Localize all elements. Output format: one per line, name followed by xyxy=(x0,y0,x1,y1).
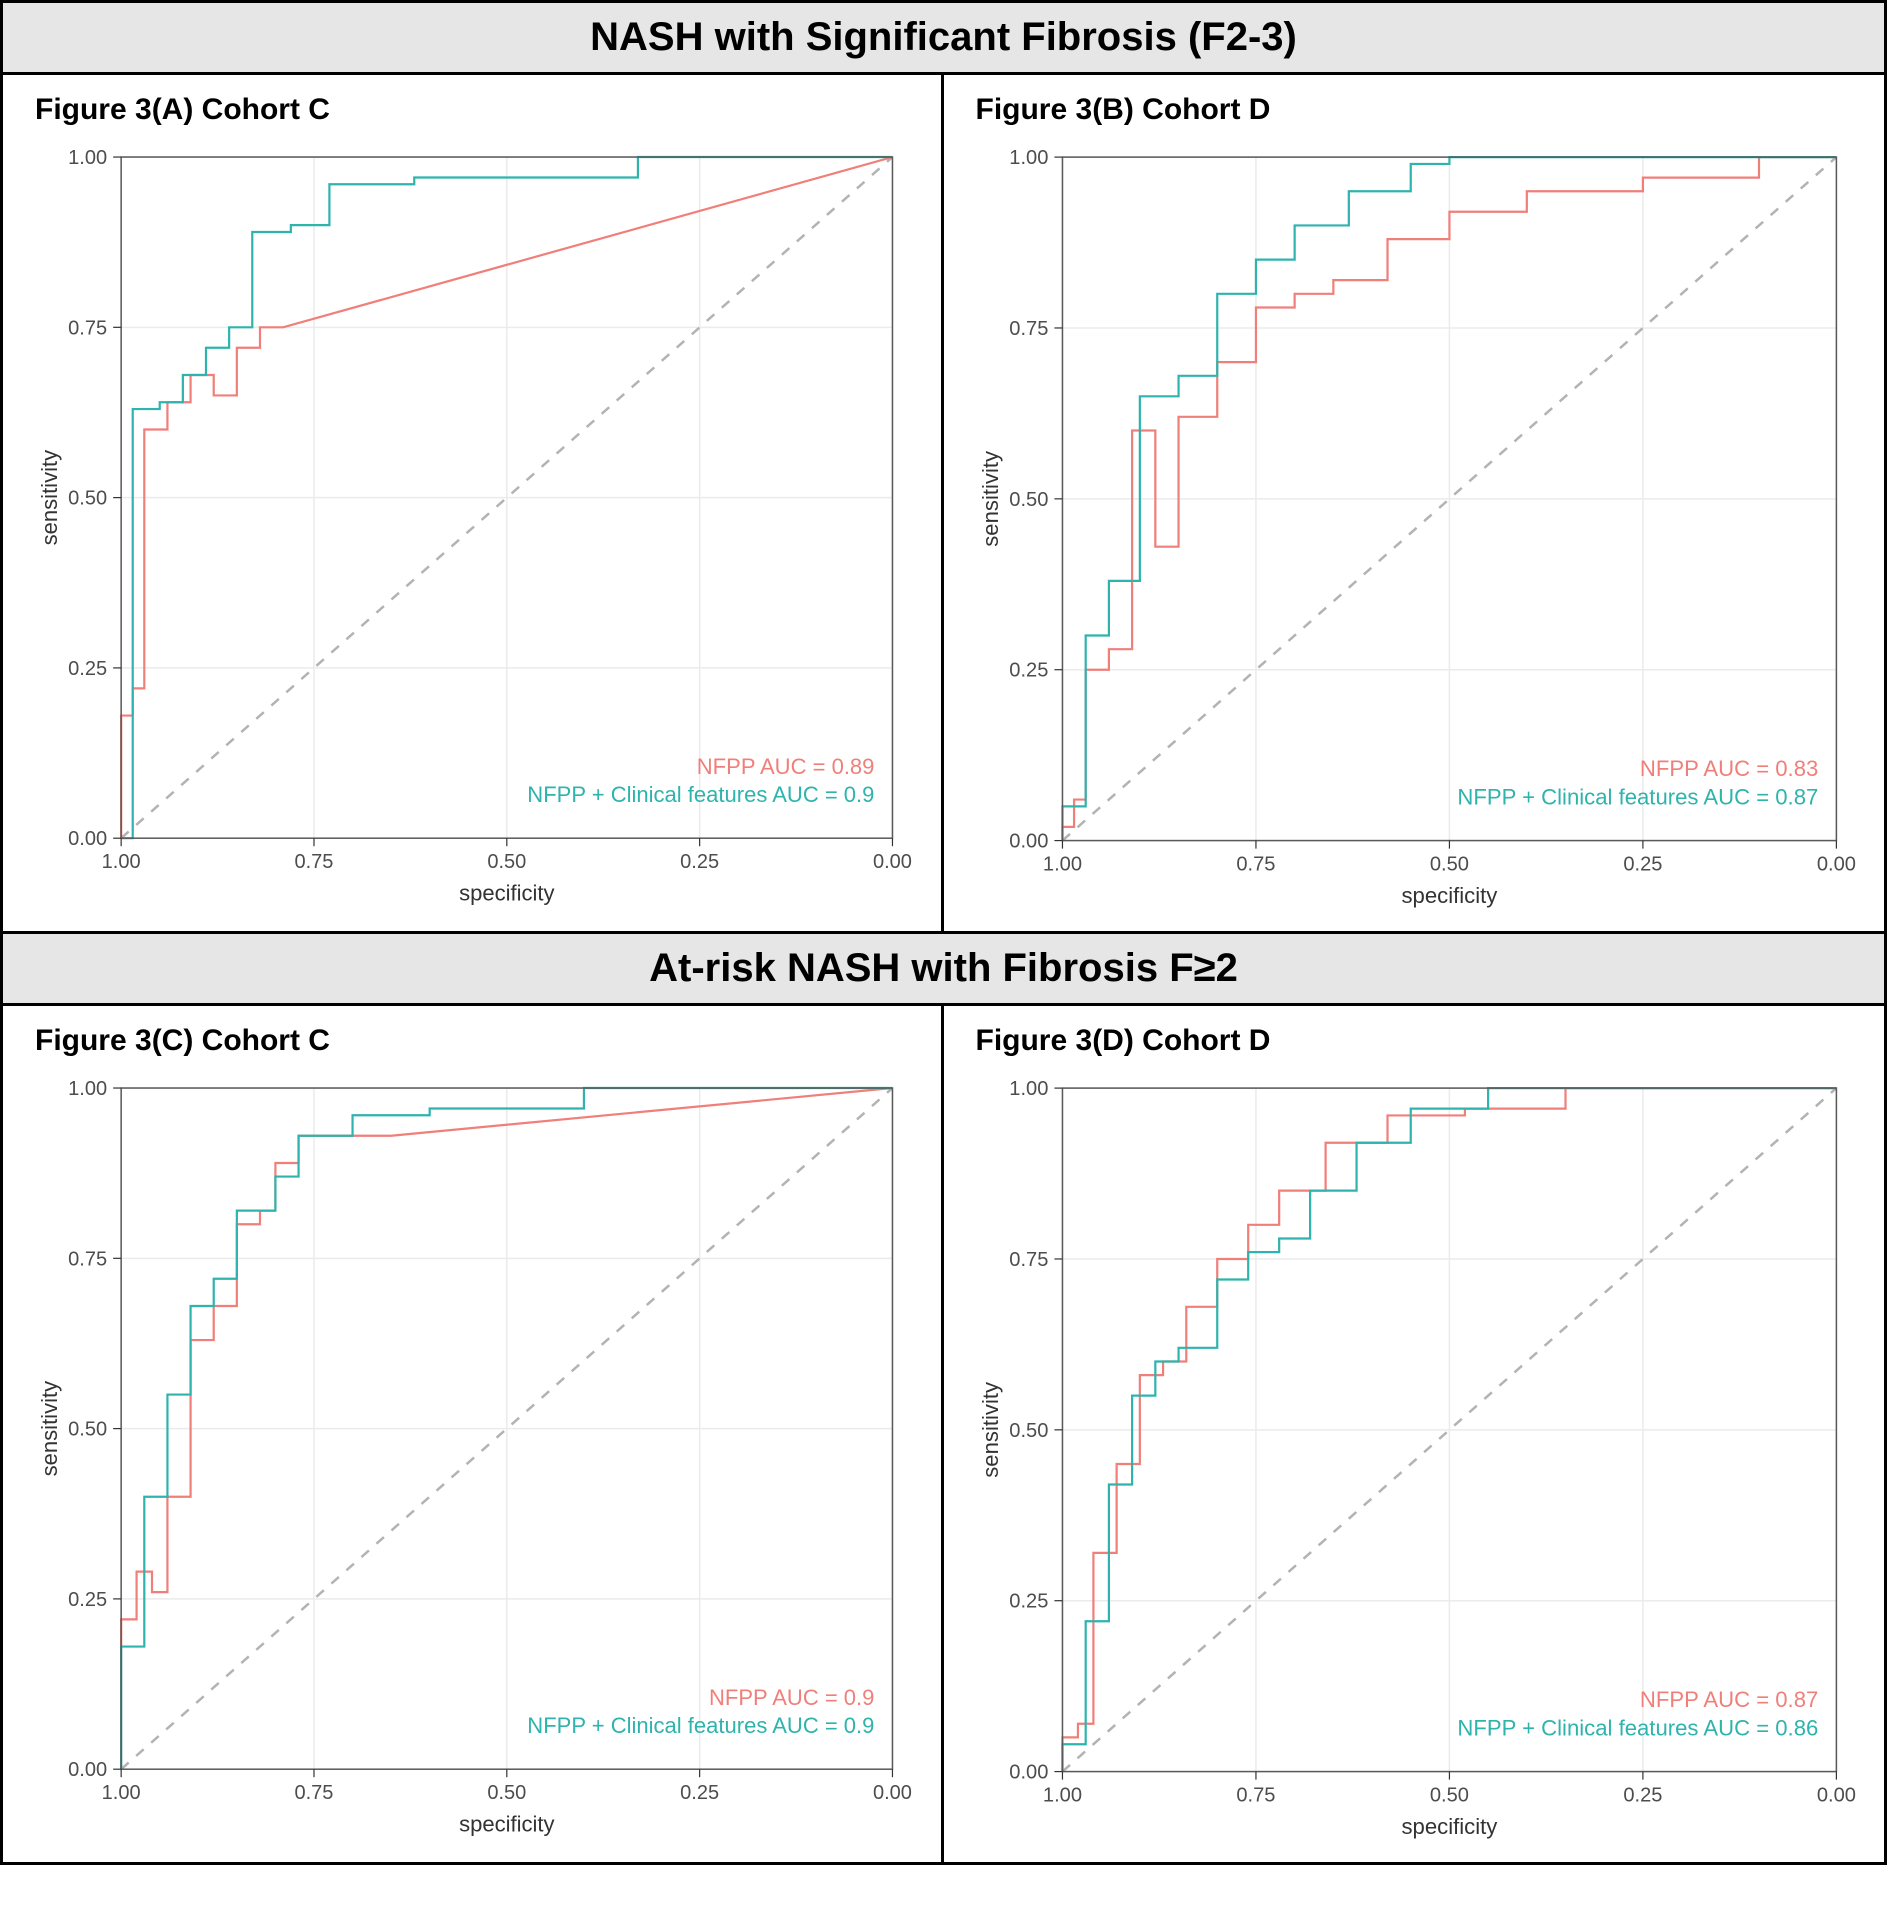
svg-text:1.00: 1.00 xyxy=(68,1078,107,1100)
svg-text:0.50: 0.50 xyxy=(68,1419,107,1441)
legend-nfpp_clin: NFPP + Clinical features AUC = 0.86 xyxy=(1457,1715,1818,1740)
svg-text:0.00: 0.00 xyxy=(1816,1785,1855,1807)
svg-text:0.25: 0.25 xyxy=(68,1589,107,1611)
panel-c: Figure 3(C) Cohort C 1.00 0.75 0.50 0.25 0.0… xyxy=(3,1006,944,1862)
svg-text:1.00: 1.00 xyxy=(1009,1078,1048,1100)
svg-text:0.00: 0.00 xyxy=(1009,1762,1048,1784)
legend-nfpp_clin: NFPP + Clinical features AUC = 0.9 xyxy=(527,782,874,807)
svg-text:0.75: 0.75 xyxy=(294,851,333,873)
panel-a: Figure 3(A) Cohort C 1.00 0.75 0.50 0.25 0.0… xyxy=(3,75,944,931)
svg-text:1.00: 1.00 xyxy=(102,851,141,873)
svg-text:0.75: 0.75 xyxy=(68,317,107,339)
svg-text:0.50: 0.50 xyxy=(68,488,107,510)
svg-text:0.50: 0.50 xyxy=(487,851,526,873)
x-axis-label: specificity xyxy=(459,1811,554,1836)
legend-nfpp_clin: NFPP + Clinical features AUC = 0.87 xyxy=(1457,784,1818,809)
legend-nfpp_clin: NFPP + Clinical features AUC = 0.9 xyxy=(527,1713,874,1738)
legend-nfpp: NFPP AUC = 0.87 xyxy=(1639,1687,1817,1712)
panel-d-chart: 1.00 0.75 0.50 0.25 0.00 0.00 0.25 0.50 0.75 1.00… xyxy=(972,1068,1857,1852)
legend-nfpp: NFPP AUC = 0.9 xyxy=(709,1685,874,1710)
svg-text:0.00: 0.00 xyxy=(1009,831,1048,853)
svg-text:1.00: 1.00 xyxy=(102,1782,141,1804)
legend-nfpp: NFPP AUC = 0.83 xyxy=(1639,756,1817,781)
svg-text:0.75: 0.75 xyxy=(1009,318,1048,340)
panel-d-title: Figure 3(D) Cohort D xyxy=(976,1024,1857,1058)
svg-text:0.25: 0.25 xyxy=(68,658,107,680)
figure-container: NASH with Significant Fibrosis (F2-3) Fi… xyxy=(0,0,1887,1865)
svg-text:0.75: 0.75 xyxy=(1236,1785,1275,1807)
svg-text:0.00: 0.00 xyxy=(68,828,107,850)
svg-text:0.00: 0.00 xyxy=(873,1782,912,1804)
svg-text:0.00: 0.00 xyxy=(873,851,912,873)
svg-text:0.25: 0.25 xyxy=(680,851,719,873)
svg-text:0.25: 0.25 xyxy=(1623,1785,1662,1807)
svg-text:0.75: 0.75 xyxy=(1236,854,1275,876)
x-axis-label: specificity xyxy=(459,880,554,905)
svg-text:0.00: 0.00 xyxy=(68,1759,107,1781)
svg-text:0.00: 0.00 xyxy=(1816,854,1855,876)
panel-a-title: Figure 3(A) Cohort C xyxy=(35,93,913,127)
y-axis-label: sensitivity xyxy=(978,1381,1003,1478)
x-axis-label: specificity xyxy=(1401,1814,1498,1839)
panel-c-title: Figure 3(C) Cohort C xyxy=(35,1024,913,1058)
svg-text:0.75: 0.75 xyxy=(294,1782,333,1804)
svg-text:0.50: 0.50 xyxy=(487,1782,526,1804)
panel-b: Figure 3(B) Cohort D 1.00 0.75 0.50 0.25 0.0… xyxy=(944,75,1885,931)
panel-b-title: Figure 3(B) Cohort D xyxy=(976,93,1857,127)
svg-text:0.50: 0.50 xyxy=(1429,1785,1468,1807)
svg-text:1.00: 1.00 xyxy=(68,147,107,169)
section-header-2: At-risk NASH with Fibrosis F≥2 xyxy=(3,931,1884,1006)
svg-text:0.75: 0.75 xyxy=(1009,1249,1048,1271)
svg-text:0.50: 0.50 xyxy=(1429,854,1468,876)
panel-row-1: Figure 3(A) Cohort C 1.00 0.75 0.50 0.25 0.0… xyxy=(3,75,1884,931)
svg-text:1.00: 1.00 xyxy=(1009,147,1048,169)
svg-text:1.00: 1.00 xyxy=(1042,854,1081,876)
svg-text:0.25: 0.25 xyxy=(1009,660,1048,682)
svg-text:0.50: 0.50 xyxy=(1009,1420,1048,1442)
svg-text:0.25: 0.25 xyxy=(1009,1591,1048,1613)
panel-a-chart: 1.00 0.75 0.50 0.25 0.00 0.00 0.25 0.50 0.75 1.00… xyxy=(31,137,913,918)
svg-text:0.25: 0.25 xyxy=(680,1782,719,1804)
section-header-1: NASH with Significant Fibrosis (F2-3) xyxy=(3,3,1884,75)
y-axis-label: sensitivity xyxy=(37,450,62,545)
svg-text:1.00: 1.00 xyxy=(1042,1785,1081,1807)
svg-text:0.75: 0.75 xyxy=(68,1248,107,1270)
x-axis-label: specificity xyxy=(1401,883,1498,908)
panel-d: Figure 3(D) Cohort D 1.00 0.75 0.50 0.25 0.0… xyxy=(944,1006,1885,1862)
panel-c-chart: 1.00 0.75 0.50 0.25 0.00 0.00 0.25 0.50 0.75 1.00… xyxy=(31,1068,913,1849)
legend-nfpp: NFPP AUC = 0.89 xyxy=(697,754,875,779)
panel-row-2: Figure 3(C) Cohort C 1.00 0.75 0.50 0.25 0.0… xyxy=(3,1006,1884,1862)
svg-text:0.50: 0.50 xyxy=(1009,489,1048,511)
svg-text:0.25: 0.25 xyxy=(1623,854,1662,876)
y-axis-label: sensitivity xyxy=(37,1381,62,1476)
panel-b-chart: 1.00 0.75 0.50 0.25 0.00 0.00 0.25 0.50 0.75 1.00… xyxy=(972,137,1857,921)
y-axis-label: sensitivity xyxy=(978,450,1003,547)
